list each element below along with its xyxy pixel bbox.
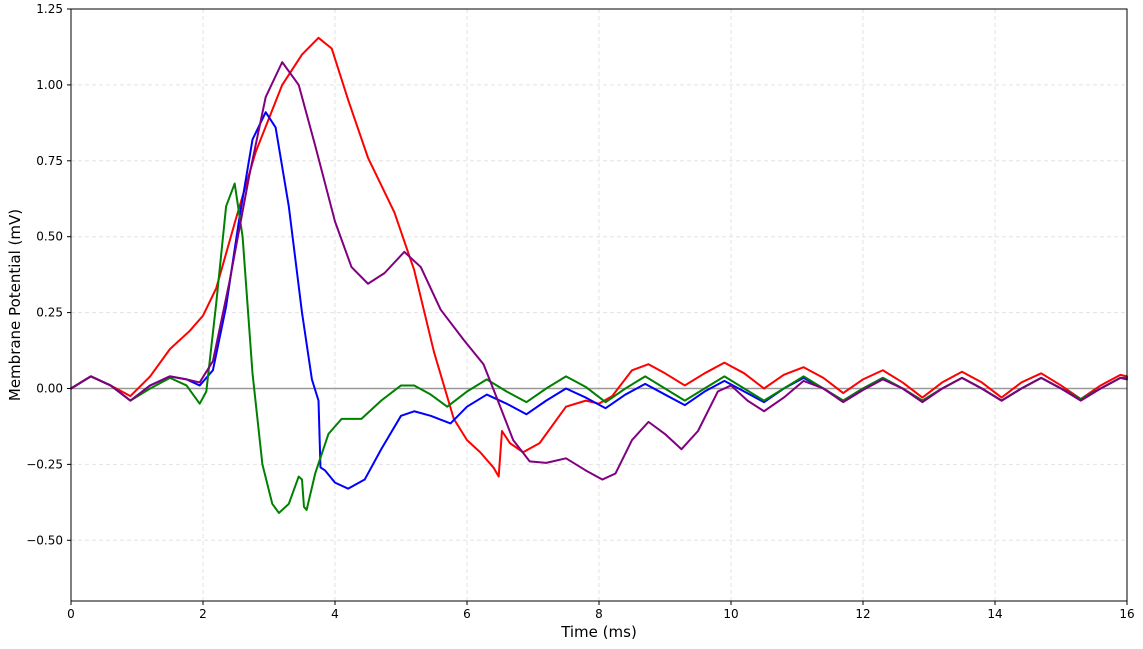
x-tick-label: 10 xyxy=(723,607,738,621)
y-tick-label: 0.75 xyxy=(36,154,63,168)
y-tick-label: 0.25 xyxy=(36,306,63,320)
y-tick-label: 0.00 xyxy=(36,381,63,395)
series-group xyxy=(70,36,1128,514)
x-tick-label: 4 xyxy=(331,607,339,621)
y-tick-label: 0.50 xyxy=(36,230,63,244)
x-tick-label: 6 xyxy=(463,607,471,621)
y-tick-label: 1.00 xyxy=(36,78,63,92)
series-line-3 xyxy=(70,182,1128,514)
x-tick-label: 0 xyxy=(67,607,75,621)
y-axis-ticks: −0.50 −0.25 0.00 0.25 0.50 0.75 1.00 1.25 xyxy=(26,2,71,547)
y-tick-label: −0.50 xyxy=(26,533,63,547)
x-tick-label: 16 xyxy=(1119,607,1134,621)
x-tick-label: 12 xyxy=(855,607,870,621)
x-tick-label: 2 xyxy=(199,607,207,621)
x-axis-ticks: 0 2 4 6 8 10 12 14 16 xyxy=(67,601,1135,621)
x-tick-label: 14 xyxy=(987,607,1002,621)
x-axis-label: Time (ms) xyxy=(560,623,637,641)
y-tick-label: −0.25 xyxy=(26,457,63,471)
y-tick-label: 1.25 xyxy=(36,2,63,16)
series-line-4 xyxy=(70,61,1128,481)
y-axis-label: Membrane Potential (mV) xyxy=(6,209,24,401)
x-tick-label: 8 xyxy=(595,607,603,621)
